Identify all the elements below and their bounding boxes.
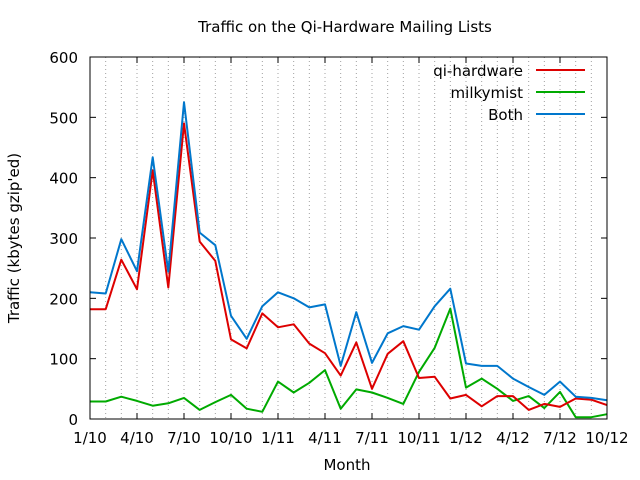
- series-lines: [89, 101, 608, 419]
- series-line-milkymist: [90, 307, 608, 419]
- axis-ticks: 0 100 200 300 400 500 600 1/10 4/10 7/10 10/10 1/11…: [49, 49, 628, 447]
- vertical-grid: [105, 57, 592, 419]
- legend-label: qi-hardware: [433, 62, 523, 80]
- y-tick-label: 100: [49, 351, 78, 369]
- x-tick-label: 10/11: [397, 429, 440, 447]
- legend-label: Both: [488, 106, 523, 124]
- x-tick-label: 4/10: [120, 429, 154, 447]
- y-tick-label: 0: [68, 411, 78, 429]
- x-tick-label: 4/12: [496, 429, 530, 447]
- series-line-both: [89, 101, 608, 402]
- y-tick-label: 300: [49, 230, 78, 248]
- x-tick-label: 4/11: [308, 429, 342, 447]
- plot-frame: [89, 56, 608, 420]
- x-tick-label: 10/10: [209, 429, 252, 447]
- y-tick-label: 600: [49, 49, 78, 67]
- x-tick-label: 1/11: [261, 429, 295, 447]
- legend: qi-hardware milkymist Both: [433, 62, 585, 124]
- y-axis-label: Traffic (kbytes gzip'ed): [5, 153, 23, 324]
- y-tick-label: 200: [49, 290, 78, 308]
- x-tick-label: 1/12: [449, 429, 483, 447]
- legend-label: milkymist: [451, 84, 524, 102]
- x-tick-label: 10/12: [585, 429, 628, 447]
- x-tick-label: 1/10: [73, 429, 107, 447]
- chart-title: Traffic on the Qi-Hardware Mailing Lists: [197, 18, 492, 36]
- x-axis-label: Month: [323, 456, 370, 474]
- x-tick-label: 7/12: [543, 429, 577, 447]
- x-tick-label: 7/10: [167, 429, 201, 447]
- y-tick-label: 500: [49, 109, 78, 127]
- x-tick-label: 7/11: [355, 429, 389, 447]
- y-tick-label: 400: [49, 170, 78, 188]
- series-line-qi-hardware: [90, 122, 608, 411]
